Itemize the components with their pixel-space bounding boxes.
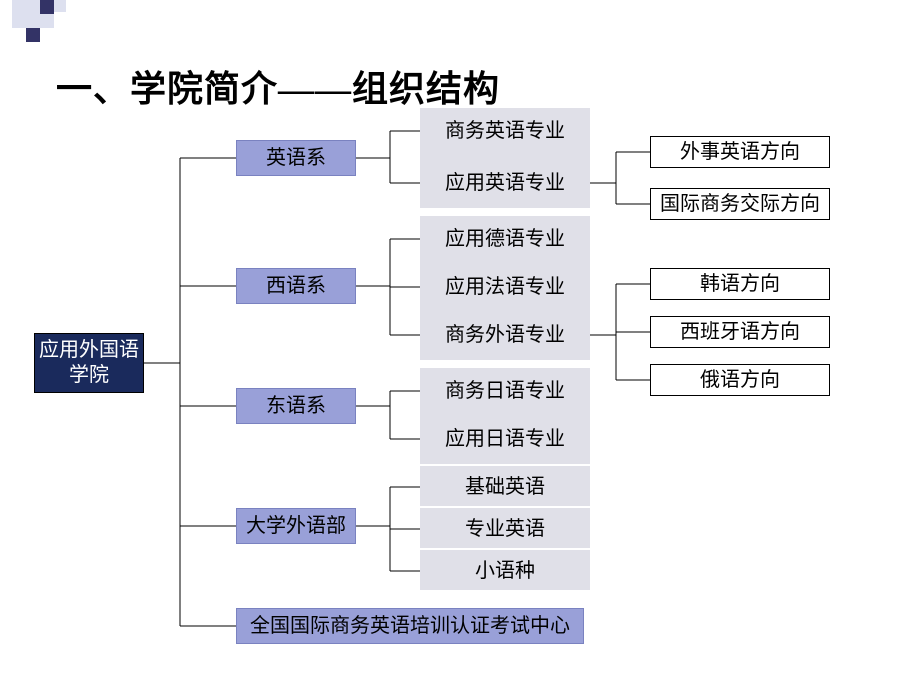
- program-item: 小语种: [432, 556, 578, 586]
- direction-item: 西班牙语方向: [650, 316, 830, 348]
- program-item: 应用法语专业: [432, 272, 578, 302]
- program-item: 基础英语: [432, 472, 578, 502]
- program-item: 应用德语专业: [432, 224, 578, 254]
- exam-center: 全国国际商务英语培训认证考试中心: [236, 608, 584, 644]
- org-root: 应用外国语 学院: [34, 333, 144, 393]
- program-item: 应用日语专业: [432, 424, 578, 454]
- dept-college-fl: 大学外语部: [236, 508, 356, 544]
- direction-item: 外事英语方向: [650, 136, 830, 168]
- dept-english: 英语系: [236, 140, 356, 176]
- direction-item: 俄语方向: [650, 364, 830, 396]
- program-item: 商务英语专业: [432, 116, 578, 146]
- dept-western: 西语系: [236, 268, 356, 304]
- program-item: 专业英语: [432, 514, 578, 544]
- program-item: 应用英语专业: [432, 168, 578, 198]
- program-item: 商务外语专业: [432, 320, 578, 350]
- program-item: 商务日语专业: [432, 376, 578, 406]
- page-title: 一、学院简介——组织结构: [56, 60, 500, 112]
- direction-item: 韩语方向: [650, 268, 830, 300]
- dept-eastern: 东语系: [236, 388, 356, 424]
- direction-item: 国际商务交际方向: [650, 188, 830, 220]
